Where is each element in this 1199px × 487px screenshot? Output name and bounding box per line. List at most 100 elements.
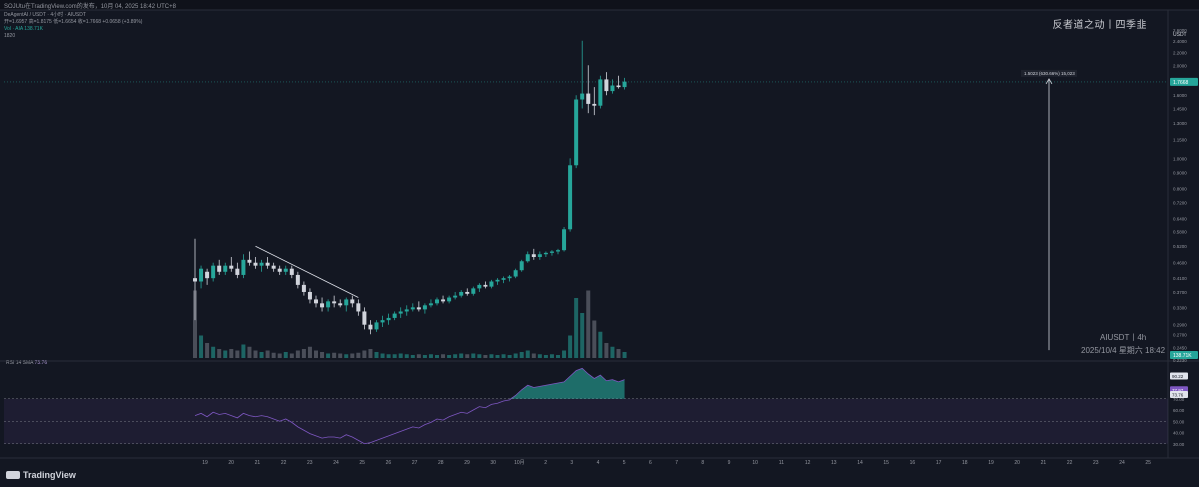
volume-bar: [217, 349, 222, 358]
candle-body: [416, 307, 421, 310]
volume-bar: [537, 354, 542, 358]
volume-bar: [586, 290, 591, 358]
volume-bar: [416, 354, 421, 358]
tradingview-icon: [6, 471, 20, 479]
rsi-tick-label: 30.00: [1173, 442, 1185, 447]
candle-body: [338, 303, 343, 306]
candle-body: [247, 259, 252, 263]
candle-body: [235, 268, 240, 275]
rsi-tick-label: 60.00: [1173, 408, 1185, 413]
candle-body: [241, 259, 246, 275]
volume-bar: [295, 350, 300, 358]
rsi-value-tag: [1170, 391, 1188, 399]
time-tick-label: 9: [728, 460, 731, 466]
candle-body: [598, 79, 603, 106]
candle-body: [271, 265, 276, 269]
volume-bar: [428, 354, 433, 358]
time-tick-label: 22: [281, 460, 287, 466]
candle-body: [362, 311, 367, 325]
price-tick-label: 0.6400: [1173, 216, 1187, 221]
price-tick-label: 1.0000: [1173, 156, 1187, 161]
candle-body: [307, 291, 312, 300]
volume-bar: [543, 355, 548, 358]
volume-bar: [265, 350, 270, 358]
legend: DeAgentAI / USDT · 4小时 · AIUSDT 开=1.6957…: [4, 12, 142, 40]
candle-body: [356, 303, 361, 312]
time-tick-label: 5: [623, 460, 626, 466]
top-bar: SOJUtu在TradingView.com的发布，10月 04, 2025 1…: [0, 0, 1199, 10]
volume-bar: [326, 353, 331, 358]
time-tick-label: 7: [675, 460, 678, 466]
candle-body: [574, 99, 579, 166]
candle-body: [223, 265, 228, 272]
volume-bar: [580, 313, 585, 358]
candle-body: [489, 281, 494, 287]
volume-bar: [338, 353, 343, 358]
candle-body: [277, 268, 282, 272]
volume-bar: [531, 353, 536, 358]
candle-body: [477, 284, 482, 289]
price-tick-label: 1.6000: [1173, 93, 1187, 98]
price-tick-label: 1.4500: [1173, 106, 1187, 111]
current-price-label: 1.7668: [1173, 80, 1189, 86]
volume-bar: [386, 354, 391, 358]
volume-bar: [211, 346, 216, 358]
time-tick-label: 11: [779, 460, 784, 466]
volume-bar: [356, 352, 361, 358]
time-tick-label: 19: [988, 460, 994, 466]
measure-label-bg: [1021, 69, 1077, 77]
price-tick-label: 2.2000: [1173, 50, 1187, 55]
volume-bar: [562, 350, 567, 358]
candle-body: [368, 324, 373, 330]
candle-body: [543, 252, 548, 255]
candle-body: [537, 254, 542, 257]
volume-bar: [223, 350, 228, 358]
volume-bar: [301, 349, 306, 358]
watermark-top: 反者道之动丨四季韭: [1052, 20, 1147, 31]
time-tick-label: 23: [307, 460, 313, 466]
candle-body: [592, 103, 597, 106]
time-tick-label: 4: [597, 460, 600, 466]
candle-body: [562, 229, 567, 251]
time-tick-label: 23: [1093, 460, 1099, 466]
volume-bar: [574, 298, 579, 358]
volume-bar: [259, 352, 264, 358]
volume-bar: [307, 346, 312, 358]
candle-body: [398, 311, 403, 314]
time-tick-label: 28: [438, 460, 444, 466]
candle-body: [374, 322, 379, 330]
candle-body: [435, 299, 439, 304]
candle-body: [199, 268, 204, 282]
volume-bar: [465, 354, 470, 358]
candle-body: [326, 301, 331, 308]
volume-bar: [422, 355, 427, 358]
volume-bar: [513, 353, 518, 358]
time-tick-label: 29: [464, 460, 470, 466]
candle-body: [556, 250, 560, 252]
candle-body: [404, 309, 409, 312]
trendline: [255, 245, 359, 298]
volume-bar: [568, 335, 573, 358]
volume-bar: [350, 353, 355, 358]
volume-bar: [368, 349, 373, 358]
volume-bar: [610, 346, 615, 358]
candle-body: [622, 81, 627, 88]
time-tick-label: 30: [490, 460, 496, 466]
volume-bar: [235, 350, 240, 358]
candle-body: [314, 299, 318, 304]
candle-body: [428, 303, 433, 306]
candle-body: [459, 291, 464, 296]
candle-body: [465, 291, 470, 294]
volume-bar: [253, 350, 258, 358]
volume-bar: [495, 355, 500, 358]
price-tick-label: 0.8000: [1173, 186, 1187, 191]
price-tick-label: 0.2230: [1173, 358, 1187, 363]
volume-bar: [283, 352, 288, 358]
candle-body: [253, 262, 258, 266]
volume-bar: [374, 352, 379, 358]
volume-bar: [380, 353, 385, 358]
publish-info: SOJUtu在TradingView.com的发布，10月 04, 2025 1…: [4, 4, 176, 10]
candle-body: [586, 93, 591, 104]
volume-bar: [410, 355, 415, 358]
